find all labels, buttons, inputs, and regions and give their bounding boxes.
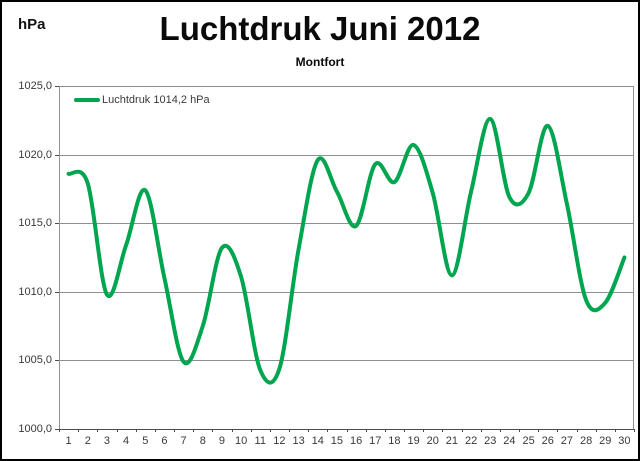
x-axis-label: 25 <box>522 435 535 447</box>
y-axis-label: 1000,0 <box>18 423 52 435</box>
x-axis-label: 15 <box>330 435 344 447</box>
chart-title: Luchtdruk Juni 2012 <box>159 10 481 47</box>
x-axis-label: 10 <box>234 435 248 447</box>
x-axis-label: 13 <box>292 435 305 447</box>
y-axis-unit-label: hPa <box>18 16 46 33</box>
x-axis-label: 16 <box>349 435 363 447</box>
x-axis-label: 20 <box>426 435 439 447</box>
y-axis-label: 1005,0 <box>18 354 52 367</box>
x-axis-label: 2 <box>84 435 91 447</box>
x-axis-label: 17 <box>369 435 382 447</box>
y-axis-label: 1015,0 <box>18 217 52 230</box>
x-axis-label: 12 <box>273 435 286 447</box>
x-axis-label: 9 <box>218 435 225 447</box>
y-axis-label: 1020,0 <box>18 148 52 161</box>
x-axis-label: 28 <box>579 435 593 447</box>
x-axis-label: 21 <box>445 435 459 447</box>
x-axis-label: 24 <box>503 435 516 447</box>
x-axis-label: 7 <box>180 435 187 447</box>
legend-line-marker <box>74 98 100 102</box>
legend-label: Luchtdruk 1014,2 hPa <box>102 94 210 106</box>
x-axis-label: 26 <box>541 435 554 447</box>
x-axis-label: 4 <box>123 435 130 447</box>
x-axis-label: 19 <box>407 435 420 447</box>
x-axis-label: 5 <box>142 435 149 447</box>
x-axis-label: 6 <box>161 435 168 447</box>
x-axis-label: 29 <box>599 435 612 447</box>
x-axis-label: 1 <box>65 435 72 447</box>
chart-subtitle: Montfort <box>295 55 345 69</box>
x-axis-label: 22 <box>464 435 478 447</box>
x-axis-label: 18 <box>388 435 401 447</box>
y-axis-label: 1010,0 <box>18 285 52 298</box>
x-axis-label: 11 <box>254 435 266 447</box>
plot-area <box>55 86 635 432</box>
x-axis-label: 8 <box>199 435 206 447</box>
pressure-line-series <box>66 116 627 385</box>
legend: Luchtdruk 1014,2 hPa <box>74 94 210 106</box>
x-axis-label: 27 <box>560 435 574 447</box>
x-axis-label: 30 <box>618 435 631 447</box>
x-axis-label: 14 <box>311 435 324 447</box>
x-axis-label: 23 <box>484 435 497 447</box>
x-axis-label: 3 <box>103 435 110 447</box>
y-axis-label: 1025,0 <box>18 80 52 92</box>
